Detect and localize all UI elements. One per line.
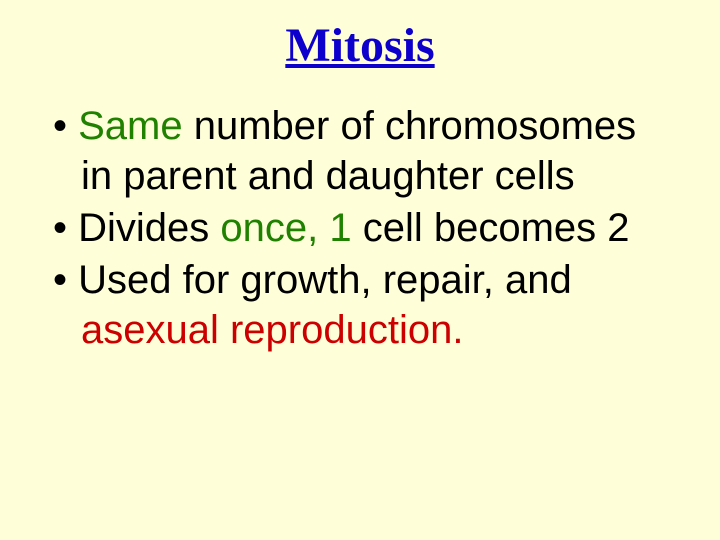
bullet-list: Same number of chromosomes in parent and… (45, 101, 675, 355)
bullet-accent: Same (78, 104, 183, 148)
slide: Mitosis Same number of chromosomes in pa… (0, 0, 720, 540)
bullet-accent: asexual reproduction. (81, 308, 463, 352)
bullet-item: Divides once, 1 cell becomes 2 (53, 203, 675, 253)
bullet-post: cell becomes 2 (352, 206, 630, 250)
bullet-pre: Divides (78, 206, 220, 250)
slide-title: Mitosis (45, 18, 675, 73)
bullet-item: Used for growth, repair, and asexual rep… (53, 255, 675, 355)
bullet-accent: once, 1 (220, 206, 351, 250)
bullet-pre: Used for growth, repair, and (78, 258, 572, 302)
bullet-item: Same number of chromosomes in parent and… (53, 101, 675, 201)
